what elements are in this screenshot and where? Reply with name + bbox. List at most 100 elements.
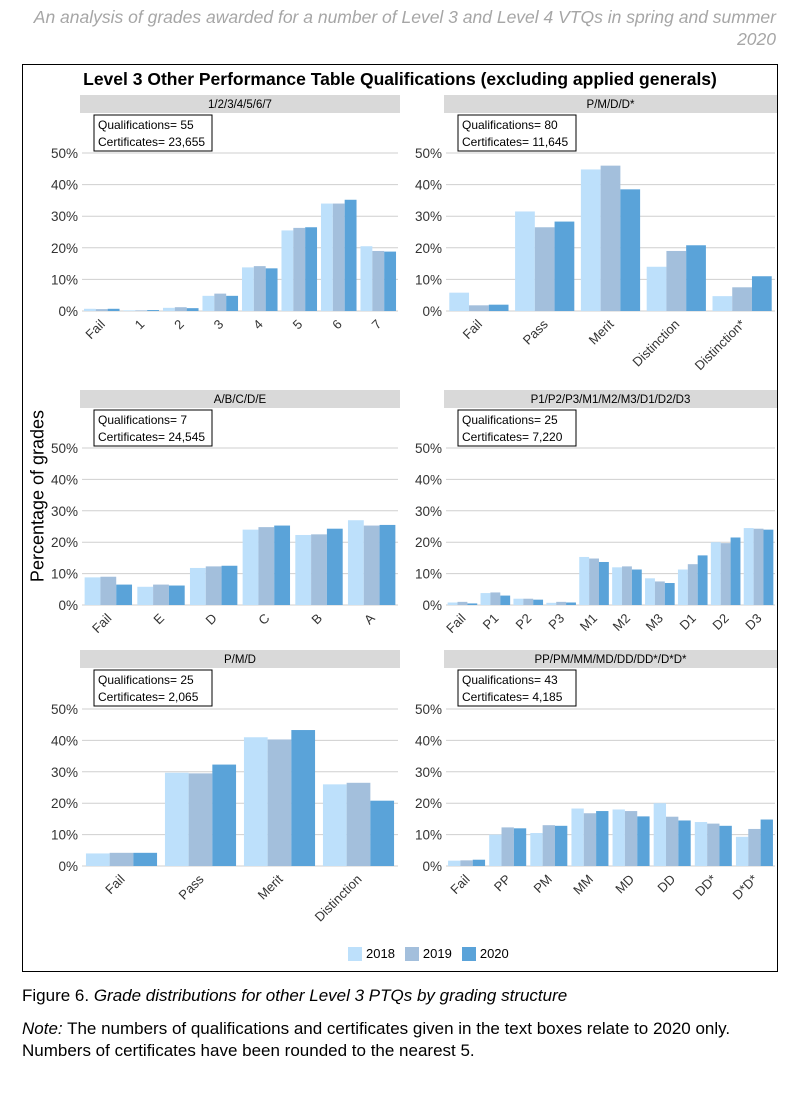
x-tick-label: PP — [491, 872, 514, 895]
bar — [346, 782, 371, 866]
y-tick-label: 0% — [422, 859, 442, 874]
certificates-count: Certificates= 4,185 — [462, 690, 563, 704]
bar — [265, 268, 278, 311]
page-header: An analysis of grades awarded for a numb… — [33, 7, 776, 49]
y-tick-label: 40% — [415, 733, 442, 748]
bar — [490, 592, 501, 605]
x-tick-label: A — [361, 610, 378, 627]
bar — [554, 825, 568, 866]
bar — [753, 528, 764, 605]
y-tick-label: 0% — [58, 859, 78, 874]
bar — [583, 813, 597, 866]
stats-box — [93, 669, 213, 707]
y-tick-label: 50% — [415, 146, 442, 161]
x-tick-label: P3 — [545, 611, 567, 633]
bar — [730, 537, 741, 605]
certificates-count: Certificates= 11,645 — [462, 135, 568, 149]
bar — [513, 828, 527, 866]
bar — [513, 598, 524, 605]
bar — [291, 730, 316, 866]
bar — [384, 251, 397, 311]
bar — [322, 784, 347, 866]
panel-strip-label: P1/P2/P3/M1/M2/M3/D1/D2/D3 — [531, 394, 691, 406]
bar — [500, 595, 511, 605]
panel-strip — [80, 95, 400, 113]
bar — [147, 310, 160, 311]
y-tick-label: 0% — [58, 304, 78, 319]
bar — [534, 227, 555, 311]
bar — [202, 295, 215, 311]
bar — [530, 833, 543, 866]
bar — [554, 221, 575, 311]
x-tick-label: Merit — [255, 871, 286, 902]
bar — [732, 287, 752, 311]
bar — [347, 520, 364, 605]
bar — [221, 565, 238, 605]
bar — [214, 293, 227, 311]
bar — [760, 819, 773, 866]
bar — [189, 567, 206, 605]
bar — [311, 534, 327, 605]
legend-item-2019: 2019 — [404, 946, 452, 961]
bar — [600, 165, 621, 311]
bar — [186, 308, 199, 311]
stats-box — [457, 409, 577, 447]
bar — [241, 267, 254, 311]
panel-strip — [444, 95, 777, 113]
bar — [480, 593, 491, 605]
bar — [646, 266, 667, 311]
bar — [100, 576, 117, 605]
bar — [295, 534, 312, 605]
bar — [469, 305, 489, 311]
bar — [174, 307, 187, 311]
figure-note: Note: The numbers of qualifications and … — [22, 1018, 782, 1062]
bar — [694, 822, 708, 866]
certificates-count: Certificates= 24,545 — [98, 430, 205, 444]
legend-swatch — [404, 946, 419, 961]
x-tick-label: 4 — [250, 317, 266, 333]
bar — [489, 834, 502, 866]
y-tick-label: 30% — [415, 504, 442, 519]
panel-strip — [80, 650, 400, 668]
bar — [612, 567, 623, 605]
y-tick-label: 30% — [51, 765, 78, 780]
bar — [226, 295, 239, 311]
bar — [596, 811, 609, 866]
bar — [95, 309, 108, 311]
x-tick-label: Fail — [82, 316, 107, 341]
bar — [332, 203, 345, 311]
x-tick-label: Distinction* — [692, 317, 749, 374]
certificates-count: Certificates= 2,065 — [98, 690, 199, 704]
bar — [748, 828, 761, 866]
y-tick-label: 40% — [51, 472, 78, 487]
bar — [523, 598, 534, 605]
panel-strip — [444, 390, 777, 408]
bar — [107, 308, 120, 311]
y-tick-label: 50% — [51, 146, 78, 161]
y-tick-label: 40% — [415, 472, 442, 487]
caption-text: Grade distributions for other Level 3 PT… — [93, 986, 568, 1005]
note-label: Note: — [22, 1019, 63, 1038]
bar — [109, 852, 134, 866]
x-tick-label: 1 — [132, 317, 148, 333]
x-tick-label: Merit — [586, 316, 617, 347]
bar — [164, 772, 189, 866]
bar — [133, 852, 158, 866]
bar — [712, 296, 733, 311]
bar — [447, 602, 458, 605]
x-tick-label: DD — [654, 872, 678, 896]
legend-item-2018: 2018 — [348, 946, 395, 961]
x-tick-label: Fail — [102, 871, 127, 896]
x-tick-label: D*D* — [730, 872, 761, 903]
bar — [84, 577, 101, 605]
x-tick-label: 6 — [329, 317, 345, 333]
bar — [162, 307, 175, 311]
stats-box — [457, 114, 577, 152]
bar — [637, 816, 650, 866]
figure-caption: Figure 6. Grade distributions for other … — [22, 985, 782, 1007]
bar — [85, 853, 110, 866]
stats-box — [93, 114, 213, 152]
x-tick-label: 2 — [171, 317, 187, 333]
bar — [542, 825, 555, 866]
bar — [137, 586, 154, 605]
